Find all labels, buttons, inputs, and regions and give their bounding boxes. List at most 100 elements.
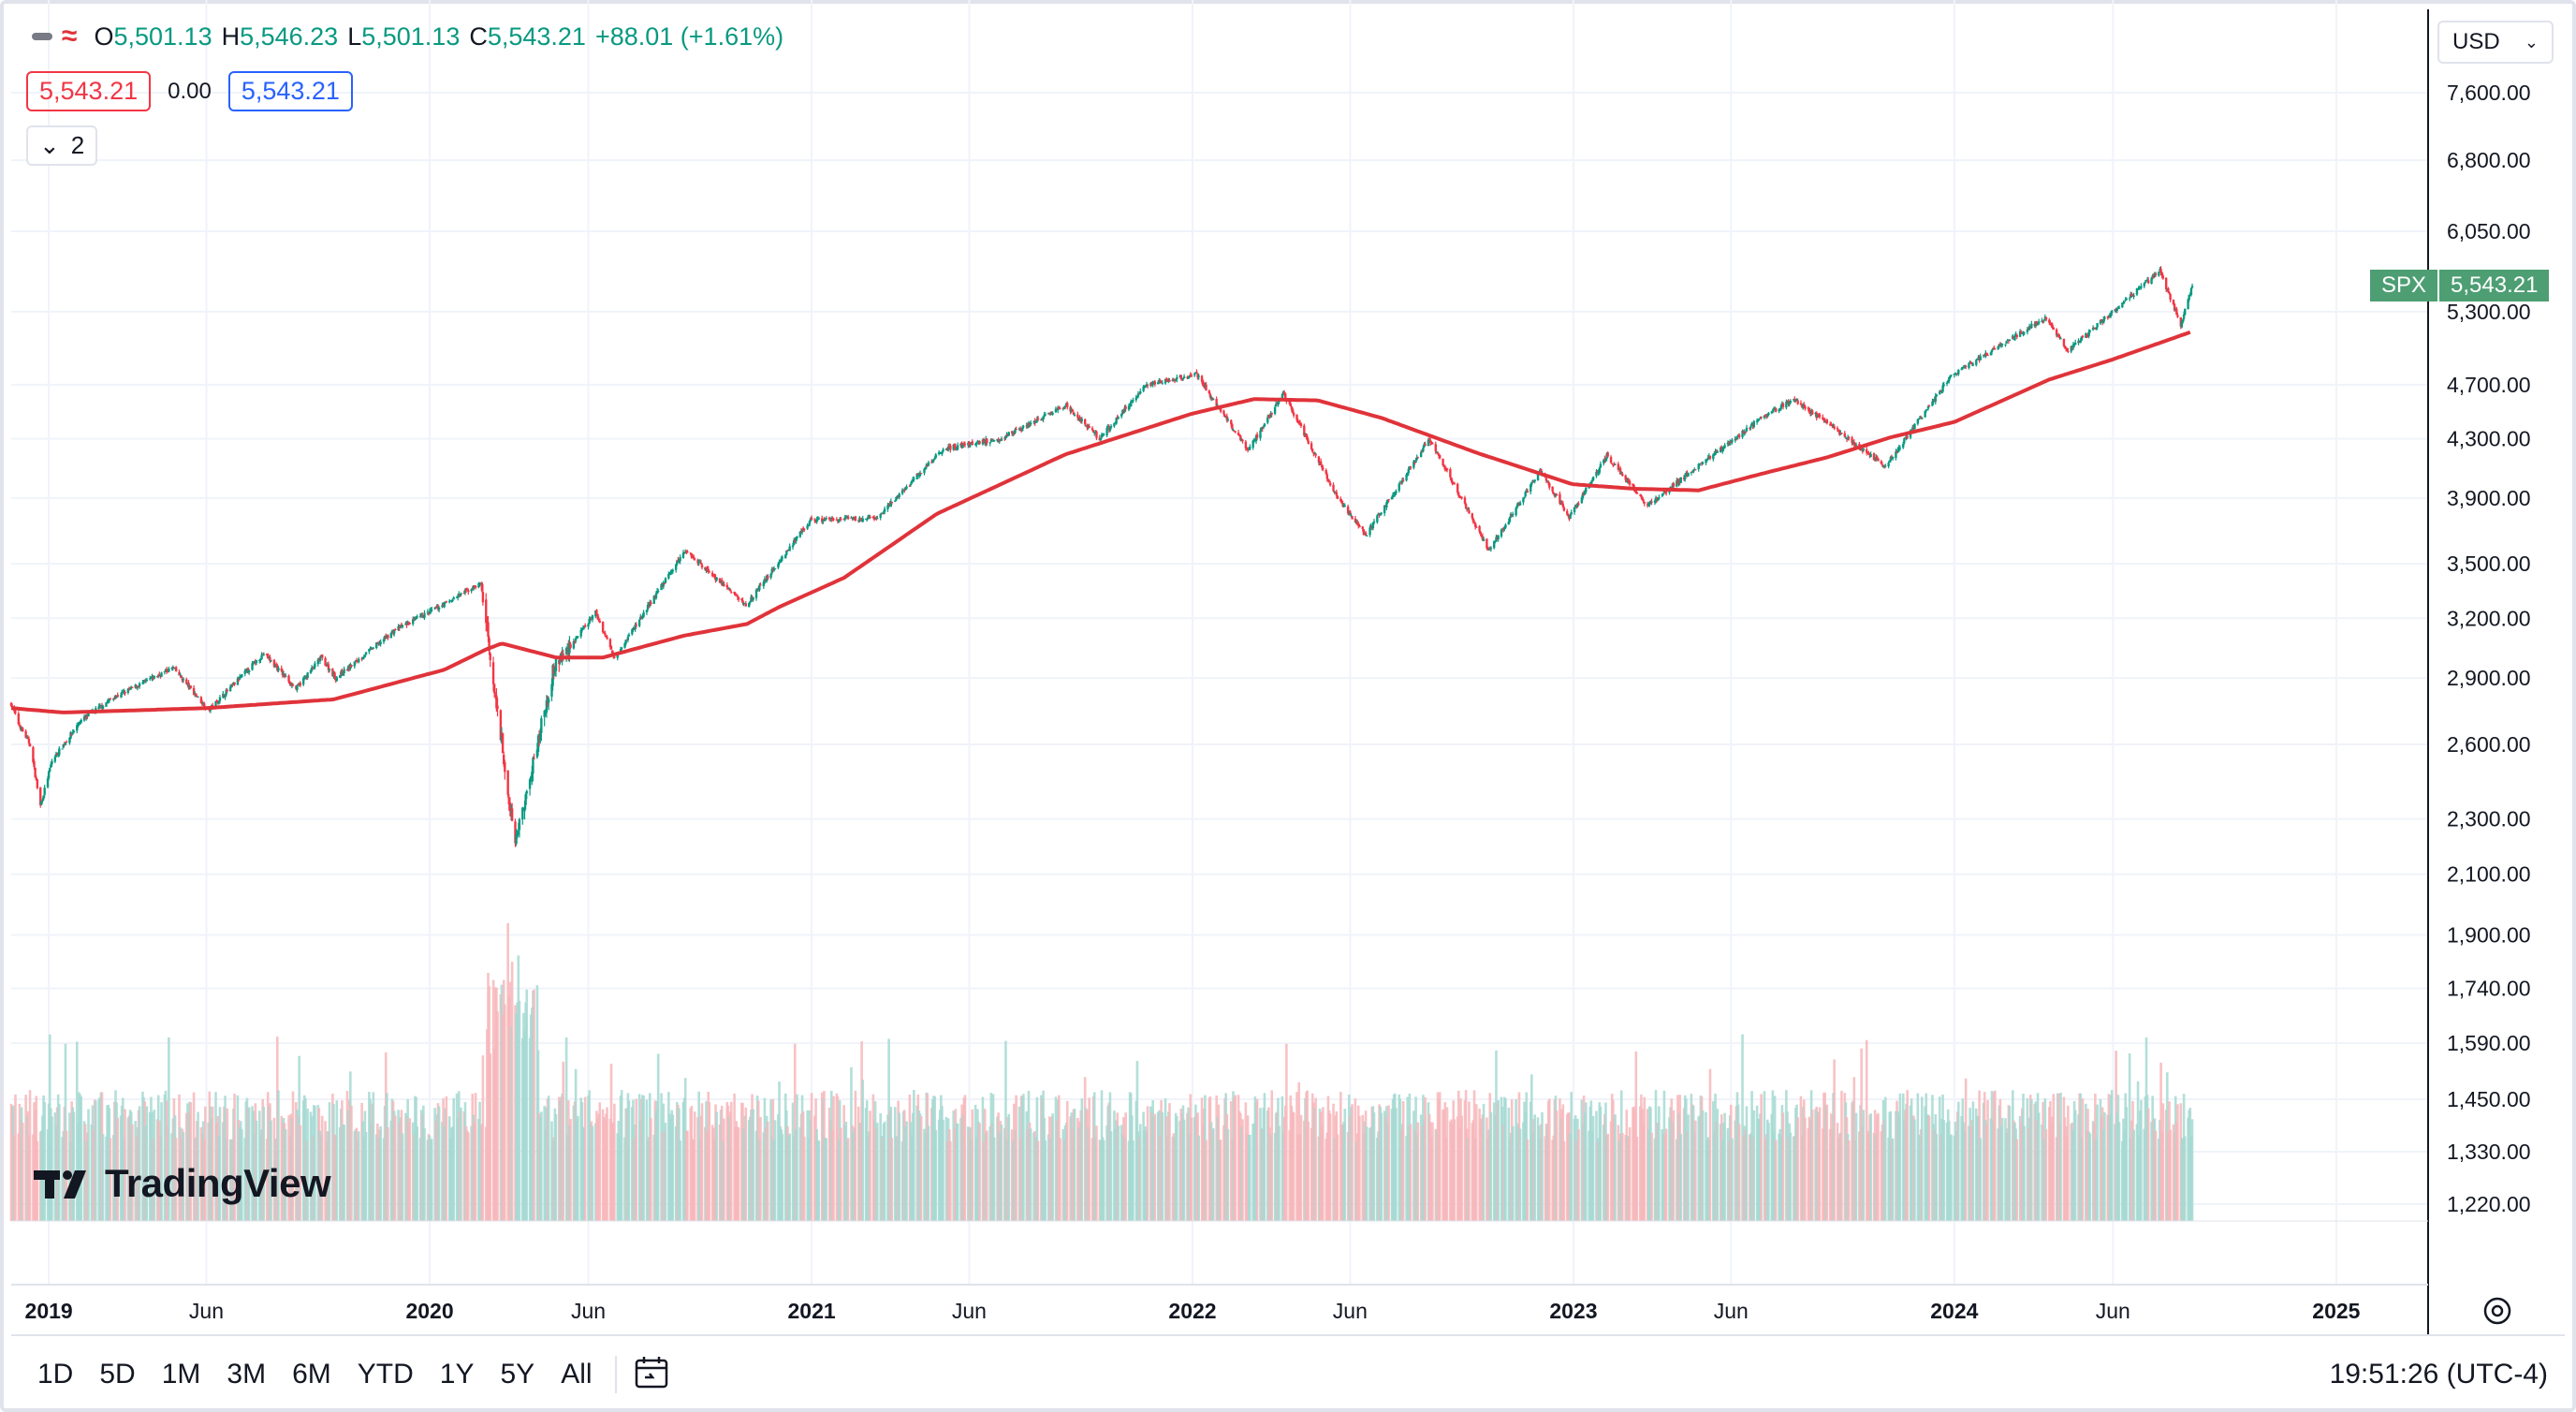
- volume-bar: [1073, 1109, 1076, 1221]
- candle-body: [1010, 431, 1014, 434]
- range-3m-button[interactable]: 3M: [227, 1359, 267, 1390]
- candle-body: [203, 703, 206, 708]
- candle-body: [1205, 384, 1208, 391]
- candle-body: [87, 713, 90, 716]
- candle-body: [1522, 497, 1525, 503]
- indicator-value-red[interactable]: 5,543.21: [26, 71, 152, 111]
- candle-body: [1100, 434, 1104, 438]
- range-5d-button[interactable]: 5D: [99, 1359, 136, 1390]
- candle-body: [598, 620, 601, 623]
- candle-body: [33, 761, 36, 768]
- volume-bar: [583, 1096, 587, 1221]
- series-line-icon[interactable]: [32, 33, 52, 40]
- candle-body: [1135, 396, 1139, 398]
- clock-timezone[interactable]: 19:51:26 (UTC-4): [2329, 1359, 2548, 1390]
- date-range-icon[interactable]: [634, 1354, 671, 1396]
- candle-body: [1176, 376, 1178, 380]
- volume-bar: [80, 1096, 82, 1221]
- candle-body: [1760, 417, 1763, 419]
- volume-bar: [927, 1125, 930, 1221]
- candle-body: [1573, 507, 1576, 513]
- price-tick-label: 1,330.00: [2447, 1140, 2531, 1164]
- volume-bar: [1883, 1096, 1887, 1221]
- range-all-button[interactable]: All: [561, 1359, 593, 1390]
- candle-body: [778, 562, 781, 564]
- candle-body: [1643, 502, 1646, 504]
- candle-body: [495, 695, 498, 709]
- candle-body: [160, 672, 163, 677]
- candle-body: [1048, 412, 1051, 414]
- candle-body: [926, 465, 929, 467]
- candle-body: [506, 770, 509, 795]
- candle-body: [1450, 478, 1453, 481]
- candle-body: [70, 732, 73, 734]
- candle-body: [1371, 522, 1375, 529]
- volume-bar: [788, 1133, 791, 1221]
- candle-body: [1392, 493, 1396, 495]
- volume-bar: [1723, 1112, 1726, 1221]
- time-tick-label: 2021: [788, 1299, 836, 1323]
- candle-body: [2000, 344, 2004, 346]
- candle-body: [1788, 403, 1791, 405]
- candle-body: [116, 695, 119, 698]
- range-1d-button[interactable]: 1D: [37, 1359, 74, 1390]
- candle-body: [1585, 487, 1588, 493]
- candle-body: [259, 658, 262, 661]
- candle-body: [1698, 463, 1702, 465]
- volume-bar: [284, 1129, 287, 1221]
- candle-body: [1803, 404, 1806, 406]
- range-6m-button[interactable]: 6M: [292, 1359, 331, 1390]
- wave-icon[interactable]: ≈: [62, 21, 78, 51]
- candle-body: [1197, 375, 1200, 377]
- candle-body: [1481, 536, 1485, 541]
- candle-body: [460, 593, 462, 596]
- volume-bar: [496, 1011, 499, 1221]
- indicators-collapse-button[interactable]: ⌄ 2: [26, 125, 98, 166]
- candle-body: [1458, 495, 1461, 497]
- candle-body: [138, 683, 141, 687]
- range-5y-button[interactable]: 5Y: [500, 1359, 535, 1390]
- candle-body: [1117, 417, 1120, 419]
- candle-body: [1259, 430, 1262, 438]
- volume-bar: [796, 1094, 798, 1221]
- candle-body: [1970, 362, 1974, 364]
- candle-body: [881, 513, 885, 515]
- candle-body: [803, 528, 806, 530]
- candle-body: [72, 730, 76, 732]
- candle-body: [1289, 403, 1293, 407]
- candle-body: [727, 588, 731, 590]
- candle-body: [1536, 473, 1540, 480]
- candle-body: [780, 558, 783, 562]
- volume-bar: [1664, 1128, 1668, 1221]
- range-1m-button[interactable]: 1M: [161, 1359, 201, 1390]
- candle-body: [2167, 287, 2170, 293]
- candle-body: [670, 571, 673, 573]
- candle-body: [1139, 391, 1142, 394]
- volume-bar: [328, 1102, 331, 1221]
- candle-body: [297, 684, 300, 685]
- candle-body: [415, 617, 417, 619]
- range-ytd-button[interactable]: YTD: [357, 1359, 414, 1390]
- candle-body: [800, 528, 804, 533]
- candle-body: [2096, 322, 2099, 328]
- candle-body: [1895, 450, 1898, 453]
- candle-body: [2099, 320, 2102, 324]
- candle-body: [1327, 480, 1331, 483]
- candle-body: [180, 675, 183, 678]
- candle-body: [1737, 434, 1741, 437]
- indicator-value-blue[interactable]: 5,543.21: [227, 71, 353, 111]
- range-1y-button[interactable]: 1Y: [439, 1359, 475, 1390]
- candle-body: [2117, 307, 2121, 309]
- candle-body: [748, 603, 751, 608]
- candle-body: [69, 732, 72, 739]
- candle-body: [1212, 398, 1215, 400]
- candle-body: [597, 619, 600, 621]
- candle-body: [1735, 436, 1739, 440]
- candle-body: [2027, 326, 2031, 331]
- candle-body: [981, 439, 985, 445]
- candle-body: [1808, 407, 1811, 413]
- volume-bar: [350, 1105, 353, 1221]
- currency-select[interactable]: USD ⌄: [2437, 21, 2554, 64]
- volume-bar: [1694, 1120, 1697, 1221]
